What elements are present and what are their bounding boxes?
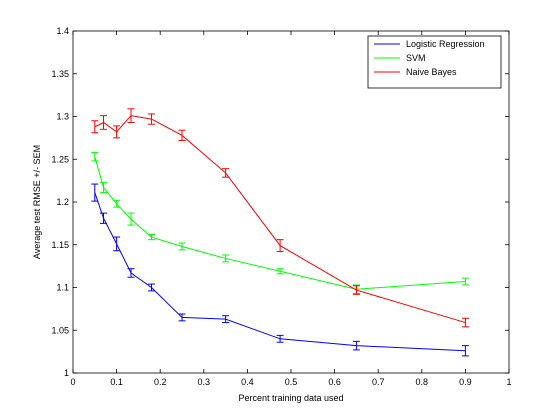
x-tick-label: 0.8: [416, 377, 429, 387]
error-bar: [100, 115, 108, 130]
error-bar: [147, 283, 155, 292]
legend-entry: SVM: [374, 53, 426, 63]
error-bar: [222, 168, 230, 178]
series-line: [94, 115, 466, 324]
y-tick-label: 1.35: [51, 69, 69, 79]
series-layer: [91, 108, 469, 357]
error-bar: [222, 315, 230, 324]
error-bar: [91, 183, 99, 202]
legend-box: [367, 35, 502, 89]
error-bar: [222, 254, 230, 263]
legend-label: Naive Bayes: [406, 67, 457, 77]
error-bar: [178, 313, 186, 322]
x-tick-label: 0.5: [285, 377, 298, 387]
y-tick-label: 1.4: [56, 26, 69, 36]
y-tick-label: 1: [64, 368, 69, 378]
x-tick-label: 0.4: [241, 377, 254, 387]
x-tick-label: 0.9: [459, 377, 472, 387]
error-bar: [352, 285, 360, 295]
y-tick-label: 1.1: [56, 283, 69, 293]
x-tick-label: 1: [506, 377, 511, 387]
x-axis: 0 0.1 0.2 0.3 0.4 0.5 0.6 0.7 0.8 0.9 1: [70, 31, 512, 387]
error-bar: [276, 239, 284, 253]
y-axis-label: Average test RMSE +/- SEM: [32, 145, 42, 259]
legend-entry: Logistic Regression: [374, 39, 485, 49]
error-bar: [100, 181, 108, 194]
error-bar: [147, 113, 155, 125]
y-tick-label: 1.15: [51, 240, 69, 250]
error-bar: [178, 129, 186, 141]
error-bar: [178, 242, 186, 251]
error-bar: [127, 212, 135, 226]
error-bar: [276, 334, 284, 343]
legend-label: Logistic Regression: [406, 39, 485, 49]
y-tick-label: 1.25: [51, 154, 69, 164]
legend-label: SVM: [406, 53, 426, 63]
x-tick-label: 0.7: [372, 377, 385, 387]
error-bar: [147, 233, 155, 241]
error-bar: [100, 212, 108, 224]
error-bar: [352, 340, 360, 351]
error-bar: [276, 268, 284, 275]
error-bar: [461, 317, 469, 328]
series-logistic-regression: [91, 183, 469, 357]
x-tick-label: 0.2: [154, 377, 167, 387]
error-bar: [91, 151, 99, 162]
error-bar: [127, 268, 135, 278]
series-line: [94, 192, 466, 352]
x-tick-label: 0: [70, 377, 75, 387]
y-tick-label: 1.2: [56, 197, 69, 207]
x-tick-label: 0.3: [198, 377, 211, 387]
legend: Logistic Regression SVM Naive Bayes: [367, 35, 502, 89]
series-line: [94, 156, 466, 290]
error-bar: [91, 120, 99, 134]
y-tick-label: 1.05: [51, 325, 69, 335]
x-tick-label: 0.6: [328, 377, 341, 387]
legend-entry: Naive Bayes: [374, 67, 457, 77]
x-axis-label: Percent training data used: [238, 393, 343, 403]
error-bar: [461, 277, 469, 286]
error-bar: [113, 125, 121, 139]
error-bar: [113, 199, 121, 208]
error-bar: [113, 236, 121, 252]
error-bar: [127, 108, 135, 123]
series-naive-bayes: [91, 108, 469, 328]
x-tick-label: 0.1: [110, 377, 123, 387]
series-svm: [91, 151, 469, 294]
y-tick-label: 1.3: [56, 112, 69, 122]
y-axis: 1 1.05 1.1 1.15 1.2 1.25 1.3 1.35 1.4: [51, 26, 509, 378]
error-bar: [461, 345, 469, 357]
